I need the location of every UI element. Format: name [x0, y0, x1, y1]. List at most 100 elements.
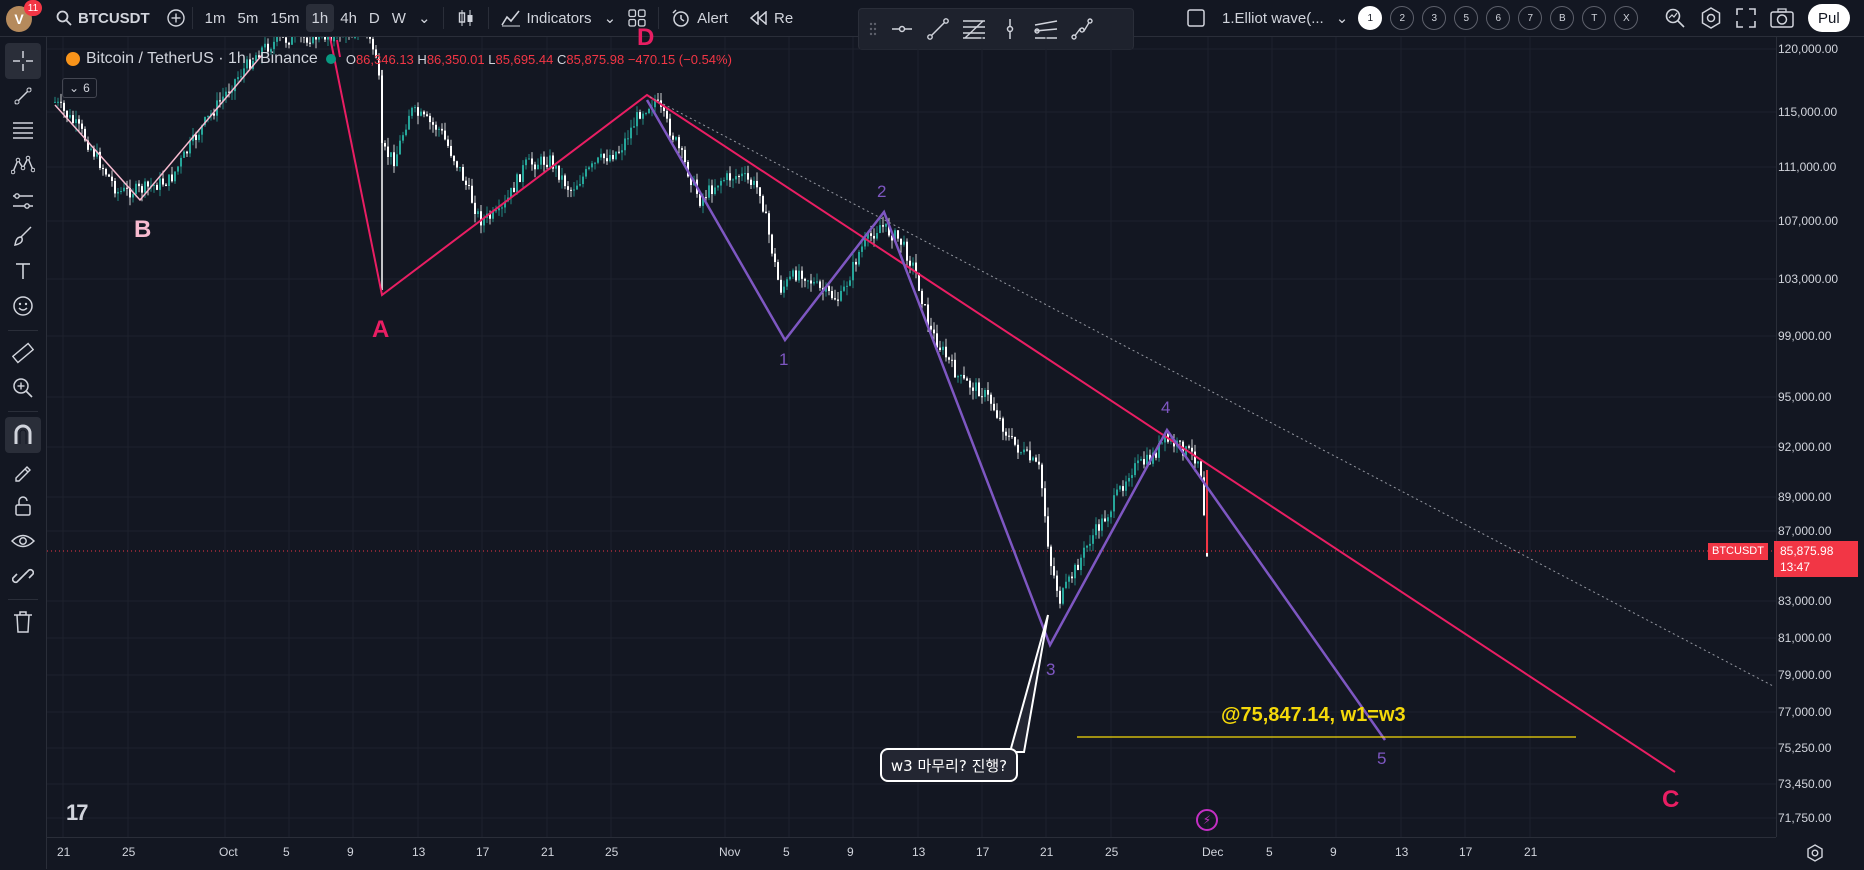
candle-body	[432, 122, 434, 125]
trend-line-tool-icon[interactable]	[5, 78, 41, 114]
candle-body	[513, 188, 515, 192]
lightning-replay-icon[interactable]: ⚡	[1196, 809, 1218, 831]
candle-body	[591, 163, 593, 167]
candle-body	[69, 115, 71, 118]
candle-body	[684, 150, 686, 162]
interval-d[interactable]: D	[363, 4, 386, 32]
callout-note[interactable]: w3 마무리? 진행?	[880, 748, 1018, 782]
fib-tool-icon[interactable]	[5, 112, 41, 148]
layout-tab-2[interactable]: 2	[1390, 6, 1414, 30]
emoji-icon[interactable]	[5, 288, 41, 324]
search-icon[interactable]	[56, 10, 72, 26]
interval-1m[interactable]: 1m	[199, 4, 232, 32]
wave-label-4: 4	[1161, 398, 1170, 418]
rewind-icon	[750, 11, 768, 25]
candle-body	[63, 103, 65, 111]
candle-body	[399, 141, 401, 155]
layout-tab-1[interactable]: 1	[1358, 6, 1382, 30]
symbol-search-button[interactable]: BTCUSDT	[72, 4, 156, 32]
ruler-icon[interactable]	[5, 335, 41, 371]
candle-body	[993, 404, 995, 410]
link-icon[interactable]	[5, 558, 41, 594]
candle-body	[1197, 461, 1199, 463]
camera-snapshot-icon[interactable]	[1770, 8, 1794, 28]
forecast-tool-icon[interactable]	[5, 183, 41, 219]
price-tick-label: 87,000.00	[1778, 524, 1831, 538]
quick-search-icon[interactable]	[1664, 7, 1686, 29]
target-price-label: @75,847.14, w1=w3	[1221, 704, 1406, 727]
trash-icon[interactable]	[5, 604, 41, 640]
candle-body	[570, 190, 572, 191]
candle-body	[105, 169, 107, 175]
candle-body	[564, 175, 566, 186]
indicators-dropdown-chevron-icon[interactable]: ⌄	[598, 4, 623, 32]
candle-body	[1071, 577, 1073, 579]
candle-body	[123, 188, 125, 191]
brush-tool-icon[interactable]	[5, 218, 41, 254]
layout-tab-5[interactable]: 5	[1454, 6, 1478, 30]
interval-15m[interactable]: 15m	[264, 4, 305, 32]
wave-b-line	[55, 55, 262, 200]
indicators-toggle-button[interactable]: ⌄ 6	[62, 78, 97, 98]
layout-tab-x[interactable]: X	[1614, 6, 1638, 30]
eye-icon[interactable]	[5, 523, 41, 559]
candle-body	[459, 167, 461, 168]
open-key: O	[346, 52, 356, 67]
dotted-trendline	[650, 97, 1773, 686]
candle-body	[741, 174, 743, 177]
candle-body	[714, 187, 716, 194]
layout-tab-3[interactable]: 3	[1422, 6, 1446, 30]
pattern-tool-icon[interactable]	[5, 147, 41, 183]
candle-body	[657, 100, 659, 101]
candle-body	[924, 304, 926, 305]
chart-grid	[47, 37, 1776, 837]
candle-body	[675, 137, 677, 140]
alert-button[interactable]: Alert	[665, 4, 734, 32]
candle-body	[1038, 462, 1040, 465]
settings-gear-icon[interactable]	[1806, 844, 1824, 862]
candle-body	[648, 109, 650, 113]
layout-square-icon[interactable]	[1186, 8, 1206, 28]
candle-body	[390, 152, 392, 157]
price-chart[interactable]	[47, 37, 1776, 837]
interval-dropdown-chevron-icon[interactable]: ⌄	[412, 4, 437, 32]
candle-body	[1026, 450, 1028, 451]
layout-tab-6[interactable]: 6	[1486, 6, 1510, 30]
time-tick-label: Nov	[719, 845, 740, 859]
candle-body	[273, 42, 275, 49]
lock-icon[interactable]	[5, 488, 41, 524]
publish-button[interactable]: Pul	[1808, 4, 1850, 32]
chart-legend: Bitcoin / TetherUS · 1h · Binance O86,34…	[66, 50, 732, 68]
candle-body	[207, 116, 209, 117]
candles-chart-type-icon[interactable]	[450, 4, 482, 32]
fullscreen-icon[interactable]	[1736, 8, 1756, 28]
candle-body	[1065, 582, 1067, 588]
zoom-in-icon[interactable]	[5, 370, 41, 406]
settings-gear-icon[interactable]	[1700, 7, 1722, 29]
draw-mode-lock-icon[interactable]	[5, 453, 41, 489]
replay-button[interactable]: Re	[744, 4, 799, 32]
indicators-button[interactable]: Indicators	[495, 4, 598, 32]
magnet-icon[interactable]	[5, 417, 41, 453]
time-tick-label: 17	[976, 845, 989, 859]
text-tool-icon[interactable]	[5, 253, 41, 289]
layout-tab-b[interactable]: B	[1550, 6, 1574, 30]
crosshair-icon[interactable]	[5, 43, 41, 79]
candle-body	[135, 184, 137, 194]
time-tick-label: 13	[912, 845, 925, 859]
layout-name-button[interactable]: 1.Elliot wave(...	[1216, 4, 1330, 32]
candle-body	[1059, 591, 1061, 604]
layout-tab-t[interactable]: T	[1582, 6, 1606, 30]
interval-5m[interactable]: 5m	[232, 4, 265, 32]
compare-add-icon[interactable]	[166, 8, 186, 28]
layout-dropdown-chevron-icon[interactable]: ⌄	[1330, 4, 1355, 32]
high-key: H	[417, 52, 426, 67]
bitcoin-logo-icon	[66, 52, 80, 66]
layout-tab-7[interactable]: 7	[1518, 6, 1542, 30]
avatar-letter: V	[14, 11, 23, 27]
interval-w[interactable]: W	[386, 4, 412, 32]
candle-body	[930, 326, 932, 330]
candle-body	[744, 173, 746, 174]
interval-4h[interactable]: 4h	[334, 4, 363, 32]
interval-1h[interactable]: 1h	[306, 4, 335, 32]
